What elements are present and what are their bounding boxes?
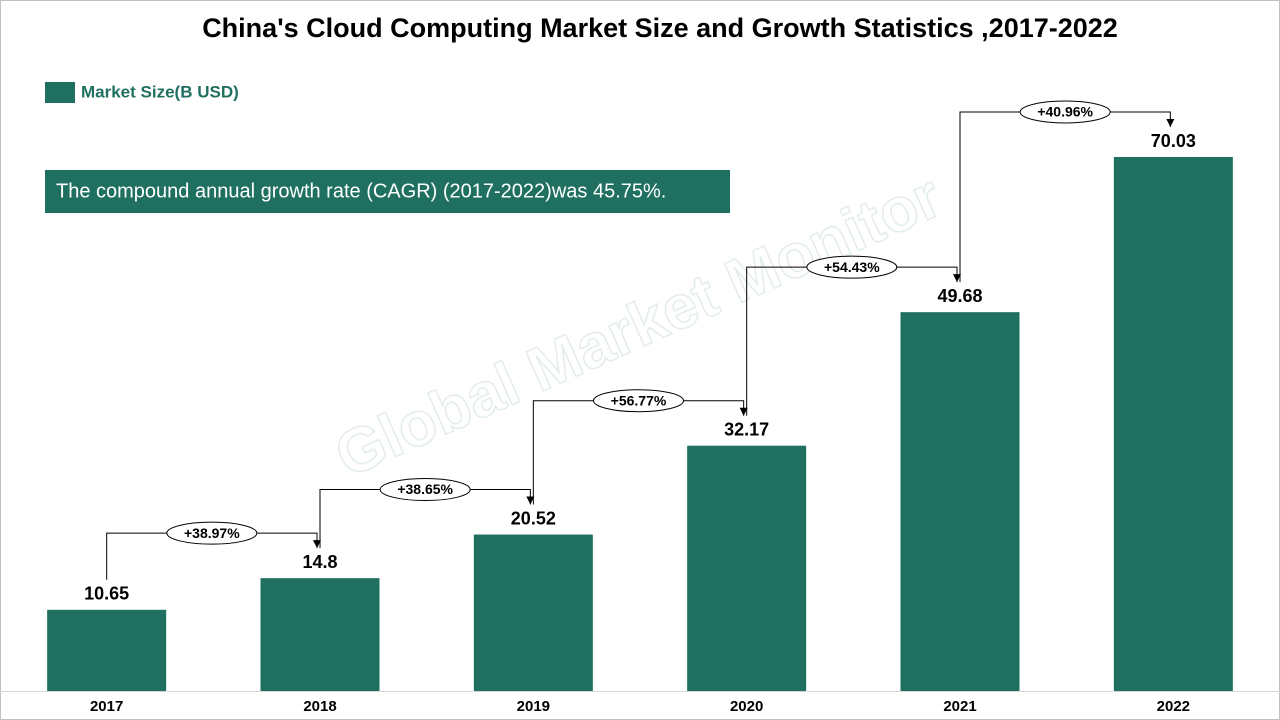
growth-bubble — [806, 255, 898, 279]
legend-label: Market Size(B USD) — [81, 82, 239, 101]
growth-bubble — [166, 521, 258, 545]
x-tick-label: 2020 — [730, 698, 763, 715]
note-box — [45, 170, 730, 213]
growth-label: +40.96% — [1037, 104, 1093, 120]
growth-bubble — [1019, 100, 1111, 124]
chart-title: China's Cloud Computing Market Size and … — [202, 13, 1118, 43]
data-label: 10.65 — [84, 584, 129, 604]
growth-bubble — [379, 478, 471, 502]
growth-arrow — [953, 274, 961, 283]
data-label: 70.03 — [1151, 131, 1196, 151]
data-label: 20.52 — [511, 508, 556, 528]
growth-arrow — [739, 407, 748, 416]
growth-label: +56.77% — [611, 392, 667, 408]
growth-label: +54.43% — [824, 259, 880, 275]
bar — [473, 534, 593, 691]
x-tick-label: 2018 — [303, 698, 336, 715]
note: The compound annual growth rate (CAGR) (… — [56, 180, 666, 202]
data-label: 49.68 — [937, 286, 982, 306]
bar — [260, 578, 380, 691]
bar — [687, 445, 807, 691]
growth-arrow — [313, 540, 321, 549]
x-tick-label: 2022 — [1157, 698, 1190, 715]
growth-arrow — [526, 496, 535, 505]
x-tick-label: 2019 — [517, 698, 550, 715]
x-tick-label: 2021 — [943, 698, 976, 715]
data-label: 32.17 — [724, 419, 769, 439]
data-label: 14.8 — [302, 552, 337, 572]
legend-swatch — [45, 82, 75, 103]
x-tick-label: 2017 — [90, 698, 123, 715]
bar — [1113, 157, 1233, 691]
bar — [47, 609, 167, 691]
growth-arrow — [1166, 119, 1175, 127]
bar — [900, 312, 1020, 691]
growth-bubble — [593, 389, 684, 413]
growth-label: +38.65% — [397, 481, 453, 497]
growth-label: +38.97% — [184, 525, 240, 541]
